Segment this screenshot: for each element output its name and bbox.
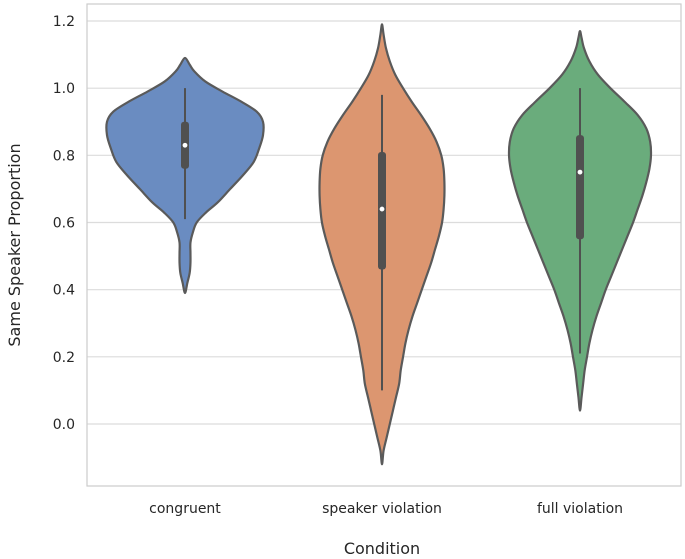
y-tick-label: 0.4 [53, 283, 75, 299]
violin-median-point [379, 206, 385, 212]
x-tick-labels: congruent speaker violation full violation [149, 501, 623, 517]
y-tick-labels: 0.0 0.2 0.4 0.6 0.8 1.0 1.2 [53, 14, 75, 433]
y-tick-label: 0.2 [53, 350, 75, 366]
plot-frame [86, 3, 682, 487]
y-tick-label: 0.8 [53, 148, 75, 164]
x-axis-label: Condition [344, 539, 420, 558]
y-tick-label: 1.2 [53, 14, 75, 30]
violin-median-point [182, 142, 188, 148]
violin-median-point [577, 169, 583, 175]
violin-iqr-box [576, 135, 584, 240]
x-tick-label: speaker violation [322, 501, 442, 517]
x-tick-label: full violation [537, 501, 623, 517]
violins [105, 23, 653, 466]
x-tick-label: congruent [149, 501, 221, 517]
y-tick-label: 0.0 [53, 417, 75, 433]
y-axis-label: Same Speaker Proportion [5, 143, 24, 346]
y-tick-label: 1.0 [53, 81, 75, 97]
y-tick-label: 0.6 [53, 216, 75, 232]
